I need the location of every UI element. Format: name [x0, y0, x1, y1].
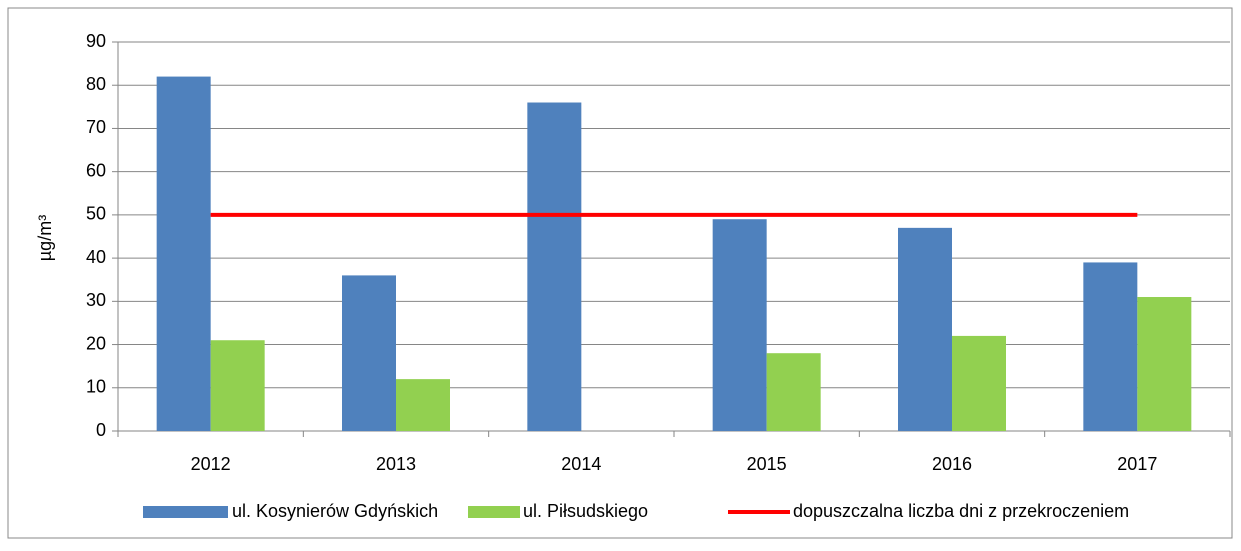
- bar: [210, 340, 265, 431]
- legend-swatch: [143, 506, 228, 518]
- legend-swatch: [468, 506, 520, 518]
- bar: [712, 219, 767, 431]
- y-tick-label: 40: [86, 247, 106, 267]
- y-axis-label: µg/m³: [35, 215, 55, 261]
- y-tick-label: 30: [86, 290, 106, 310]
- y-tick-label: 20: [86, 333, 106, 353]
- bar: [156, 76, 211, 432]
- x-tick-label: 2015: [747, 454, 787, 474]
- bar: [527, 102, 582, 431]
- y-tick-label: 50: [86, 204, 106, 224]
- x-tick-label: 2012: [191, 454, 231, 474]
- bar: [1137, 297, 1192, 431]
- bar: [396, 379, 450, 431]
- y-tick-label: 80: [86, 74, 106, 94]
- x-tick-label: 2017: [1117, 454, 1157, 474]
- x-tick-label: 2013: [376, 454, 416, 474]
- legend-label: ul. Piłsudskiego: [523, 501, 648, 521]
- y-tick-label: 70: [86, 117, 106, 137]
- y-tick-label: 60: [86, 160, 106, 180]
- chart-frame: [7, 7, 1233, 539]
- y-tick-label: 10: [86, 377, 106, 397]
- bar: [898, 227, 952, 431]
- legend-label: ul. Kosynierów Gdyńskich: [232, 501, 438, 521]
- x-tick-label: 2016: [932, 454, 972, 474]
- bar: [1083, 262, 1138, 431]
- y-tick-label: 90: [86, 31, 106, 51]
- bar: [766, 353, 821, 431]
- legend-label: dopuszczalna liczba dni z przekroczeniem: [793, 501, 1129, 521]
- x-tick-label: 2014: [561, 454, 601, 474]
- bar: [342, 275, 396, 431]
- bar: [952, 335, 1006, 431]
- y-tick-label: 0: [96, 420, 106, 440]
